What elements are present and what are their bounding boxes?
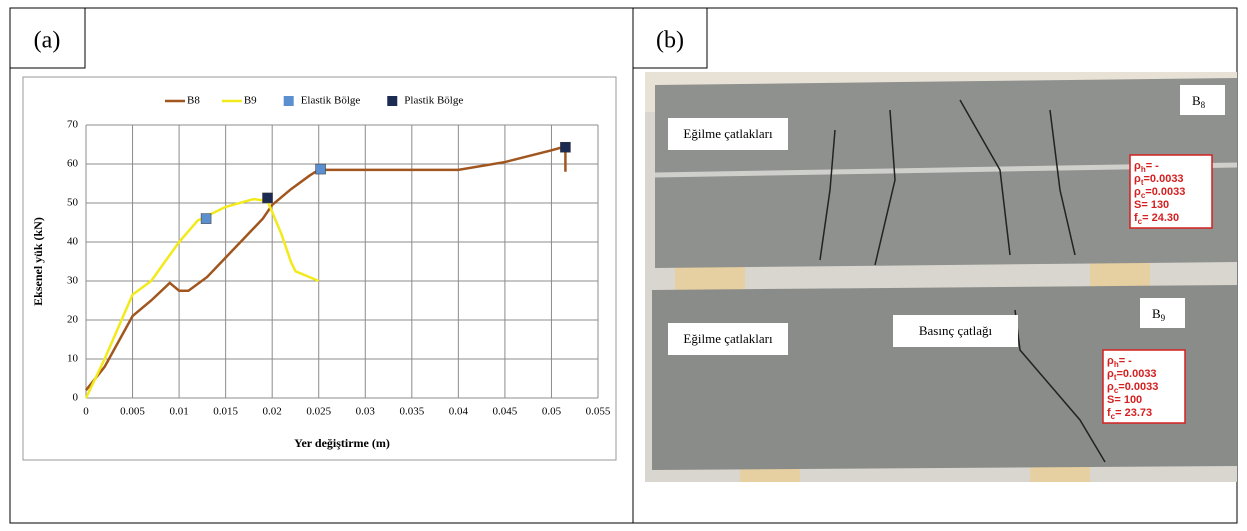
y-tick-label: 50 [67,197,79,209]
param-value: = 23.73 [1115,407,1152,419]
chart-frame [23,77,616,460]
y-tick-label: 30 [67,275,79,287]
y-tick-label: 0 [73,392,79,404]
param-value: = 24.30 [1142,212,1179,224]
param-symbol: S [1107,394,1114,406]
annotation: Eğilme çatlakları [683,126,773,141]
annotation: Eğilme çatlakları [683,331,773,346]
x-tick-label: 0.02 [263,406,282,418]
legend-label: Plastik Bölge [404,95,463,107]
annotation: Basınç çatlağı [919,323,993,338]
figure: (a) (b) 0 10 20 30 40 50 60 70 0 0.005 0.01 0.015 0.… [0,0,1247,531]
marker [263,193,273,203]
x-tick-label: 0 [83,406,89,418]
param: S= 130 [1134,199,1169,211]
wood-support [1090,262,1150,290]
param-value: =0.0033 [1143,173,1183,185]
y-tick-label: 70 [67,119,79,131]
x-tick-label: 0.015 [213,406,238,418]
panel-label: (b) [656,28,684,54]
param: ρh= - [1107,355,1132,369]
x-tick-label: 0.05 [542,406,562,418]
specimen-name-text: B [1152,306,1161,321]
x-tick-label: 0.005 [120,406,145,418]
y-tick-label: 40 [67,236,79,248]
legend-label: Elastik Bölge [301,95,361,107]
marker [560,142,570,152]
legend-label: B8 [187,95,200,107]
x-tick-label: 0.035 [399,406,424,418]
x-axis-title: Yer değiştirme (m) [294,436,390,450]
legend-swatch [284,96,294,106]
param-value: = 100 [1114,394,1142,406]
param-value: = - [1119,355,1132,367]
legend-swatch [387,96,397,106]
x-tick-label: 0.055 [586,406,611,418]
legend-label: B9 [244,95,257,107]
param-value: =0.0033 [1145,186,1185,198]
y-axis-title: Eksenel yük (kN) [31,217,45,306]
param-value: =0.0033 [1116,368,1156,380]
x-tick-label: 0.01 [169,406,188,418]
param-symbol: S [1134,199,1141,211]
marker [201,214,211,224]
y-tick-label: 60 [67,158,79,170]
x-tick-label: 0.03 [356,406,376,418]
photo: Eğilme çatlakları Eğilme çatlakları Basınç… [645,72,1237,482]
specimen-subscript: 9 [1161,313,1166,323]
x-tick-label: 0.025 [306,406,331,418]
param: S= 100 [1107,394,1142,406]
specimen-name-text: B [1192,93,1201,108]
param-value: = - [1146,160,1159,172]
param: ρh= - [1134,160,1159,174]
x-tick-label: 0.045 [493,406,518,418]
param-value: =0.0033 [1118,381,1158,393]
specimen-subscript: 8 [1201,100,1206,110]
y-tick-label: 20 [67,314,79,326]
panel-label: (a) [34,28,61,54]
marker [316,164,326,174]
x-tick-label: 0.04 [449,406,469,418]
y-tick-label: 10 [67,353,79,365]
wood-support [1030,465,1090,482]
param-value: = 130 [1141,199,1169,211]
